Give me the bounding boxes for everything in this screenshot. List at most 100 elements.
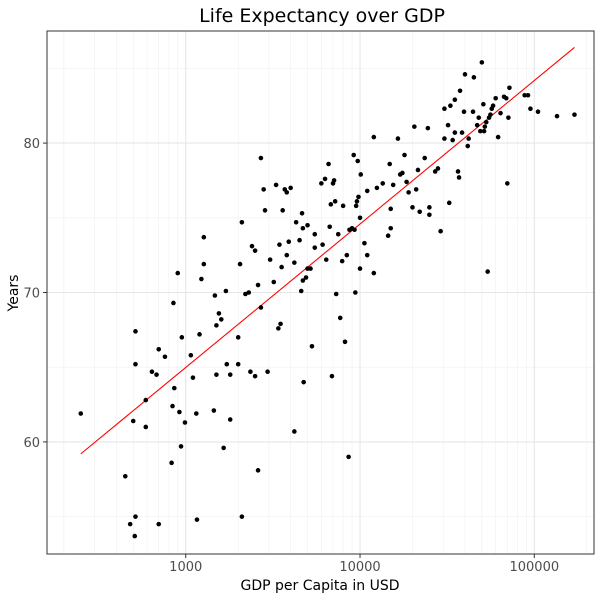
data-point — [353, 203, 359, 209]
data-point — [427, 212, 432, 218]
data-point — [273, 182, 279, 188]
data-point — [297, 237, 302, 243]
data-point — [461, 109, 467, 114]
data-point — [362, 240, 367, 246]
data-point — [413, 187, 419, 192]
data-point — [335, 231, 341, 237]
data-point — [470, 109, 476, 114]
data-point — [262, 208, 268, 213]
data-point — [271, 279, 277, 285]
data-point — [149, 369, 155, 374]
data-point — [410, 205, 415, 210]
data-point — [305, 222, 310, 228]
data-point — [356, 194, 361, 200]
data-point — [339, 258, 345, 264]
x-tick-label: 1000 — [169, 560, 202, 575]
data-point — [201, 261, 207, 267]
data-point — [406, 190, 411, 195]
data-point — [303, 275, 309, 280]
data-point — [572, 112, 577, 117]
data-point — [507, 85, 512, 91]
data-point — [133, 361, 138, 367]
data-point — [358, 172, 364, 177]
data-point — [265, 369, 270, 374]
data-point — [528, 106, 533, 112]
data-point — [227, 417, 233, 422]
data-point — [476, 115, 482, 120]
data-point — [466, 136, 471, 141]
grid-layer — [47, 31, 594, 554]
data-point — [78, 411, 84, 416]
data-point — [415, 167, 421, 173]
data-point — [178, 444, 184, 449]
data-point — [323, 257, 329, 262]
x-tick-label: 100000 — [509, 560, 559, 575]
data-point — [435, 166, 441, 171]
data-point — [522, 92, 527, 98]
data-point — [364, 188, 370, 194]
data-point — [258, 305, 264, 310]
data-point — [354, 199, 360, 204]
data-point — [188, 352, 194, 358]
data-point — [261, 187, 266, 192]
data-point — [197, 332, 202, 337]
data-point — [438, 228, 443, 234]
data-point — [471, 75, 477, 80]
data-point — [190, 375, 196, 380]
data-point — [374, 185, 380, 191]
data-point — [385, 233, 391, 239]
data-point — [478, 128, 483, 134]
data-point — [412, 124, 417, 129]
data-point — [239, 219, 245, 225]
x-tick-label: 10000 — [339, 560, 380, 575]
data-point — [525, 92, 531, 98]
points-layer — [78, 60, 577, 539]
data-point — [459, 130, 465, 135]
data-point — [357, 266, 363, 271]
data-point — [320, 242, 325, 247]
data-point — [446, 200, 452, 206]
data-point — [298, 288, 304, 294]
data-point — [154, 372, 159, 377]
data-point — [276, 326, 281, 331]
data-point — [249, 243, 255, 249]
data-point — [344, 252, 350, 258]
data-point — [143, 424, 149, 430]
data-point — [351, 152, 357, 158]
y-axis-title: Years — [6, 275, 22, 313]
data-point — [506, 115, 511, 120]
data-point — [337, 315, 343, 321]
data-point — [425, 125, 431, 131]
data-point — [481, 101, 486, 107]
data-point — [284, 252, 290, 258]
data-point — [221, 445, 226, 451]
data-point — [312, 231, 318, 237]
data-point — [505, 181, 510, 186]
data-point — [342, 339, 348, 345]
chart-title: Life Expectancy over GDP — [199, 5, 445, 27]
data-point — [301, 379, 306, 385]
data-point — [456, 175, 462, 180]
data-point — [452, 97, 458, 103]
data-point — [278, 321, 283, 327]
data-point — [380, 181, 386, 186]
data-point — [327, 224, 333, 230]
data-point — [223, 288, 229, 294]
data-point — [404, 179, 409, 185]
data-point — [462, 72, 468, 77]
data-point — [216, 311, 222, 316]
data-point — [292, 260, 297, 265]
data-point — [331, 178, 337, 183]
data-point — [390, 182, 396, 188]
data-point — [312, 245, 318, 250]
data-point — [255, 282, 261, 288]
data-point — [156, 346, 162, 352]
data-point — [284, 190, 290, 195]
data-point — [179, 335, 185, 340]
data-point — [488, 112, 493, 117]
data-point — [172, 385, 177, 391]
data-point — [143, 397, 149, 403]
data-point — [455, 169, 461, 174]
data-point — [194, 517, 200, 522]
